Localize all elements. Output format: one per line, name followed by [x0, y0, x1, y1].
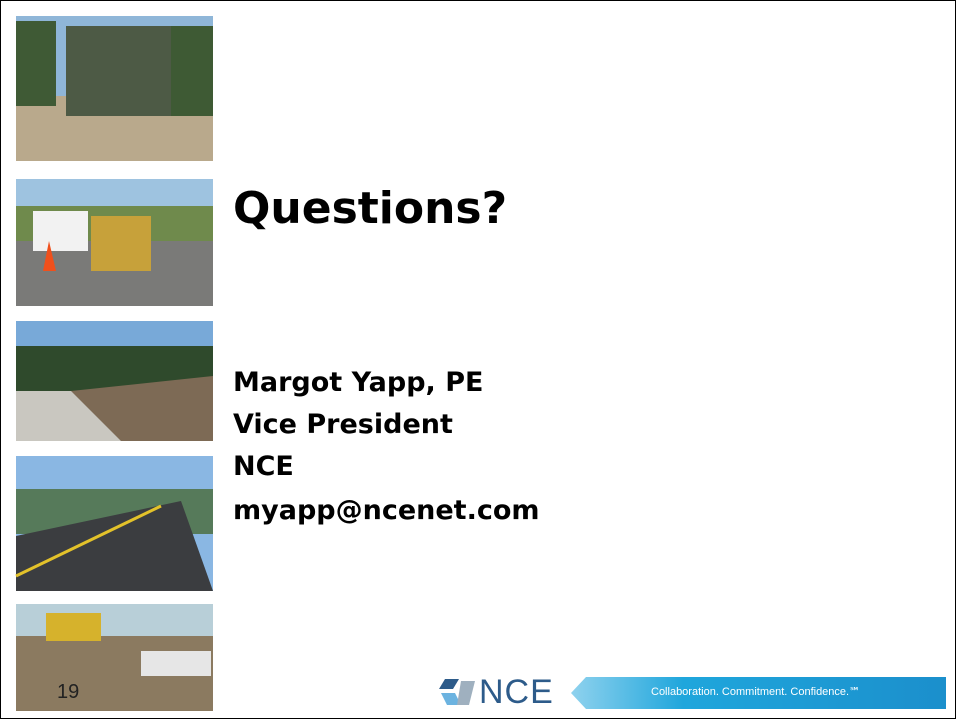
tagline-band	[571, 677, 946, 709]
page-number: 19	[57, 681, 80, 703]
contact-name: Margot Yapp, PE	[233, 367, 484, 398]
tagline: Collaboration. Commitment. Confidence.℠	[651, 686, 861, 698]
contact-company: NCE	[233, 451, 294, 482]
contact-email: myapp@ncenet.com	[233, 495, 540, 526]
photo-drill	[16, 179, 213, 306]
title: Questions?	[233, 183, 508, 234]
photo-wall	[16, 321, 213, 441]
photo-road	[15, 456, 213, 591]
logo: NCE	[479, 673, 554, 711]
logo-mark	[439, 679, 475, 705]
contact-role: Vice President	[233, 409, 453, 440]
photo-excavator	[16, 604, 213, 711]
photo-tank	[16, 16, 213, 161]
